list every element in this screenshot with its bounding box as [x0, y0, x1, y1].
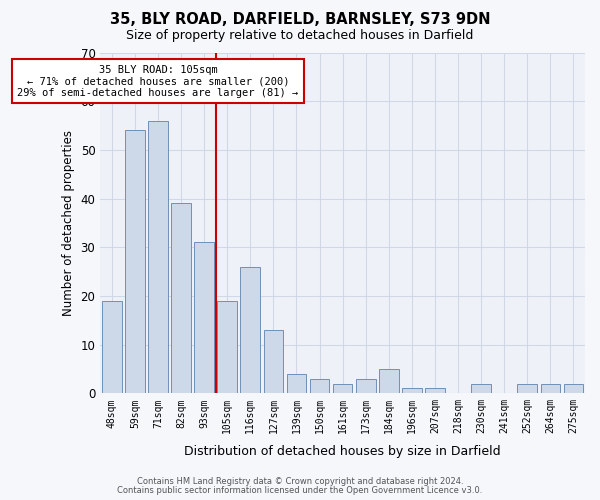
- Bar: [563, 384, 583, 394]
- Bar: [194, 242, 214, 394]
- Bar: [148, 120, 168, 394]
- Bar: [425, 388, 445, 394]
- Bar: [287, 374, 306, 394]
- Text: Contains HM Land Registry data © Crown copyright and database right 2024.: Contains HM Land Registry data © Crown c…: [137, 477, 463, 486]
- Text: Contains public sector information licensed under the Open Government Licence v3: Contains public sector information licen…: [118, 486, 482, 495]
- Bar: [171, 204, 191, 394]
- Bar: [102, 301, 122, 394]
- Bar: [472, 384, 491, 394]
- Bar: [402, 388, 422, 394]
- Bar: [333, 384, 352, 394]
- Bar: [379, 369, 398, 394]
- Text: Size of property relative to detached houses in Darfield: Size of property relative to detached ho…: [127, 29, 473, 42]
- Bar: [263, 330, 283, 394]
- Y-axis label: Number of detached properties: Number of detached properties: [62, 130, 75, 316]
- Bar: [541, 384, 560, 394]
- Bar: [310, 378, 329, 394]
- Bar: [217, 301, 237, 394]
- Bar: [517, 384, 537, 394]
- X-axis label: Distribution of detached houses by size in Darfield: Distribution of detached houses by size …: [184, 444, 501, 458]
- Bar: [356, 378, 376, 394]
- Text: 35, BLY ROAD, DARFIELD, BARNSLEY, S73 9DN: 35, BLY ROAD, DARFIELD, BARNSLEY, S73 9D…: [110, 12, 490, 28]
- Bar: [125, 130, 145, 394]
- Text: 35 BLY ROAD: 105sqm
← 71% of detached houses are smaller (200)
29% of semi-detac: 35 BLY ROAD: 105sqm ← 71% of detached ho…: [17, 64, 299, 98]
- Bar: [241, 266, 260, 394]
